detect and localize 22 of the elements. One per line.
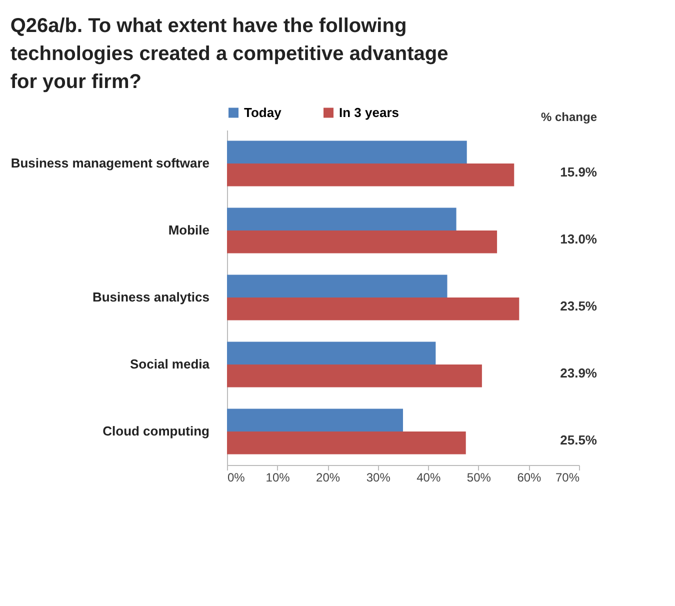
x-tick-label: 0% <box>228 470 246 484</box>
y-tick-label: Cloud computing <box>102 424 210 438</box>
y-tick-label: Mobile <box>168 222 210 238</box>
annotation: 25.5% <box>560 432 598 448</box>
legend-label: In 3 years <box>339 104 399 120</box>
y-tick-label: Social media <box>130 356 210 372</box>
y-tick-label: Business analytics <box>92 290 210 304</box>
annotation: 23.5% <box>560 298 598 314</box>
x-tick-label: 60% <box>517 470 542 484</box>
chart-title: Q26a/b. To what extent have the following technologies created a competitive advantage for your firm? <box>10 15 448 93</box>
legend-label: Today <box>244 104 282 120</box>
annotation: 23.9% <box>560 366 598 380</box>
y-tick-label: Business management software <box>10 156 210 170</box>
x-tick-label: 50% <box>466 470 492 484</box>
x-tick-label: 70% <box>555 470 580 484</box>
x-tick-label: 30% <box>366 470 391 484</box>
x-tick-label: 20% <box>316 470 340 484</box>
x-tick-label: 10% <box>266 470 290 484</box>
annotation: 13.0% <box>560 232 598 246</box>
annotation: 15.9% <box>560 164 598 180</box>
text: % change <box>540 110 598 124</box>
x-tick-label: 40% <box>416 470 441 484</box>
